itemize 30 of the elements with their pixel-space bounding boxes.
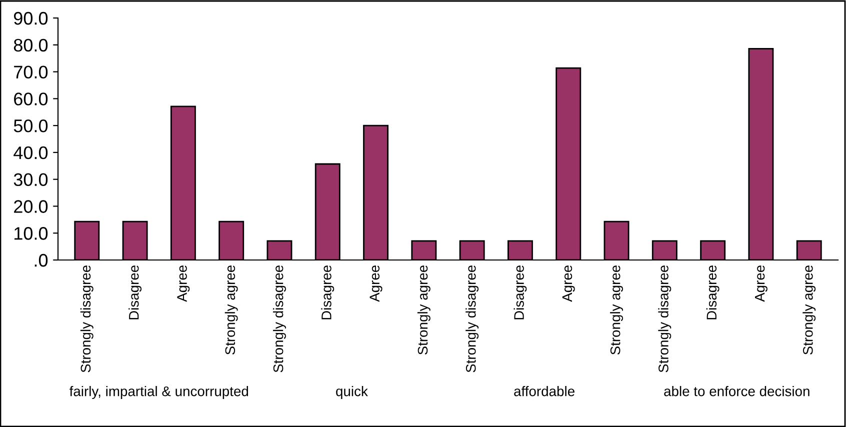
x-tick-label: Strongly agree [802,265,816,355]
x-tick-label: Agree [755,265,768,302]
x-tick-label: Strongly agree [224,265,238,355]
x-tick-label: Agree [562,265,575,302]
y-tick-label: 10.0 [14,227,48,240]
x-tick-label: Strongly disagree [80,265,94,372]
x-tick-label: Disagree [128,265,142,320]
x-tick-label: Agree [370,265,382,302]
y-tick-label: 90.0 [14,12,48,25]
y-tick-label: 30.0 [14,173,48,186]
x-tick-label: Agree [177,265,190,302]
x-tick-label: Strongly disagree [466,265,479,372]
y-tick-label: 60.0 [14,92,48,106]
x-tick-label: Disagree [321,265,334,320]
y-tick-label: 20.0 [14,200,48,213]
text: fairly, impartial & uncorrupted [70,386,248,399]
x-tick-label: Strongly disagree [273,265,286,372]
y-tick-label: 40.0 [14,146,48,160]
text: quick [336,386,368,399]
x-tick-label: Strongly agree [610,265,623,355]
x-tick-label: Disagree [706,265,720,320]
y-tick-label: .0 [34,254,48,267]
text: able to enforce decision [664,386,810,396]
y-tick-label: 80.0 [14,38,48,52]
x-tick-label: Disagree [514,265,527,320]
text: affordable [514,386,574,396]
x-tick-label: Strongly disagree [658,265,672,372]
y-tick-label: 50.0 [14,119,48,132]
x-tick-label: Strongly agree [417,265,430,355]
y-tick-label: 70.0 [14,66,48,78]
